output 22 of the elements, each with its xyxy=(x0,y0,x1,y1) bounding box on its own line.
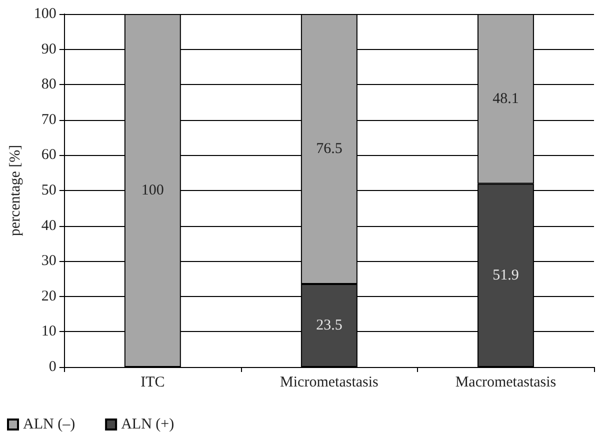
legend-label: ALN (–) xyxy=(23,416,76,432)
y-tick-label: 0 xyxy=(48,359,56,375)
y-tick-label: 10 xyxy=(41,324,56,340)
x-tick-label: ITC xyxy=(140,374,165,390)
x-tick-label: Micrometastasis xyxy=(280,374,379,390)
data-label: 48.1 xyxy=(492,90,519,107)
y-tick-label: 30 xyxy=(41,253,56,270)
y-tick-label: 90 xyxy=(41,41,56,58)
y-tick-label: 60 xyxy=(41,147,56,164)
x-tick-label: Macrometastasis xyxy=(455,374,556,390)
y-tick-label: 80 xyxy=(41,76,56,93)
data-label: 100 xyxy=(141,182,164,198)
y-tick-label: 40 xyxy=(41,218,56,234)
legend-label: ALN (+) xyxy=(121,416,174,432)
data-label: 23.5 xyxy=(316,318,342,334)
y-tick-label: 20 xyxy=(41,288,56,304)
y-tick-label: 100 xyxy=(34,6,56,22)
data-label: 76.5 xyxy=(316,141,342,158)
y-axis-title: percentage [%] xyxy=(8,144,24,236)
data-label: 51.9 xyxy=(492,267,519,284)
y-tick-label: 70 xyxy=(41,112,56,128)
y-tick-label: 50 xyxy=(41,182,56,198)
